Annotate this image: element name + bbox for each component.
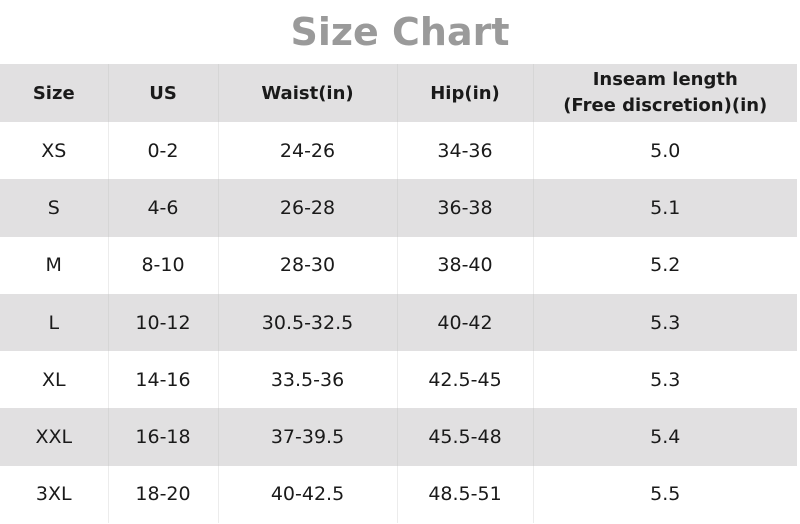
cell-inseam: 5.3 [533,293,797,352]
cell-us: 10-12 [108,293,219,352]
header-us: US [108,64,219,122]
cell-size: XXL [0,408,109,466]
cell-size: XS [0,122,109,180]
cell-us: 8-10 [108,236,219,294]
cell-size: XL [0,351,109,409]
header-inseam-line2: (Free discretion)(in) [563,95,768,116]
table-row: L 10-12 30.5-32.5 40-42 5.3 [0,293,797,352]
cell-us: 0-2 [108,122,219,180]
table-row: S 4-6 26-28 36-38 5.1 [0,179,797,237]
cell-waist: 33.5-36 [218,351,398,409]
cell-hip: 48.5-51 [397,465,534,524]
table-row: XL 14-16 33.5-36 42.5-45 5.3 [0,351,797,409]
header-hip: Hip(in) [397,64,534,122]
cell-hip: 40-42 [397,293,534,352]
cell-inseam: 5.4 [533,408,797,466]
cell-waist: 26-28 [218,179,398,237]
table-row: M 8-10 28-30 38-40 5.2 [0,236,797,294]
cell-us: 18-20 [108,465,219,524]
header-row: Size US Waist(in) Hip(in) Inseam length … [0,64,797,122]
header-waist: Waist(in) [218,64,398,122]
cell-hip: 42.5-45 [397,351,534,409]
cell-hip: 34-36 [397,122,534,180]
cell-hip: 45.5-48 [397,408,534,466]
cell-waist: 28-30 [218,236,398,294]
cell-us: 16-18 [108,408,219,466]
cell-size: L [0,293,109,352]
cell-waist: 40-42.5 [218,465,398,524]
cell-hip: 38-40 [397,236,534,294]
page-title: Size Chart [290,10,510,54]
cell-inseam: 5.2 [650,254,681,277]
cell-inseam: 5.1 [533,179,797,237]
header-inseam: Inseam length (Free discretion)(in) [533,64,797,122]
cell-hip: 36-38 [397,179,534,237]
cell-inseam: 5.5 [650,483,681,506]
cell-waist: 24-26 [218,122,398,180]
table-row: XS 0-2 24-26 34-36 5.0 [0,122,797,180]
cell-inseam: 5.0 [650,139,681,162]
header-inseam-line1: Inseam length [592,69,738,90]
cell-inseam: 5.3 [650,368,681,391]
cell-us: 4-6 [108,179,219,237]
cell-us: 14-16 [108,351,219,409]
cell-size: M [0,236,109,294]
table-row: 3XL 18-20 40-42.5 48.5-51 5.5 [0,465,797,524]
cell-waist: 37-39.5 [218,408,398,466]
header-size: Size [0,64,109,122]
cell-waist: 30.5-32.5 [218,293,398,352]
cell-size: 3XL [0,465,109,524]
table-row: XXL 16-18 37-39.5 45.5-48 5.4 [0,408,797,466]
cell-size: S [0,179,109,237]
size-chart-table: Size US Waist(in) Hip(in) Inseam length … [0,64,797,524]
